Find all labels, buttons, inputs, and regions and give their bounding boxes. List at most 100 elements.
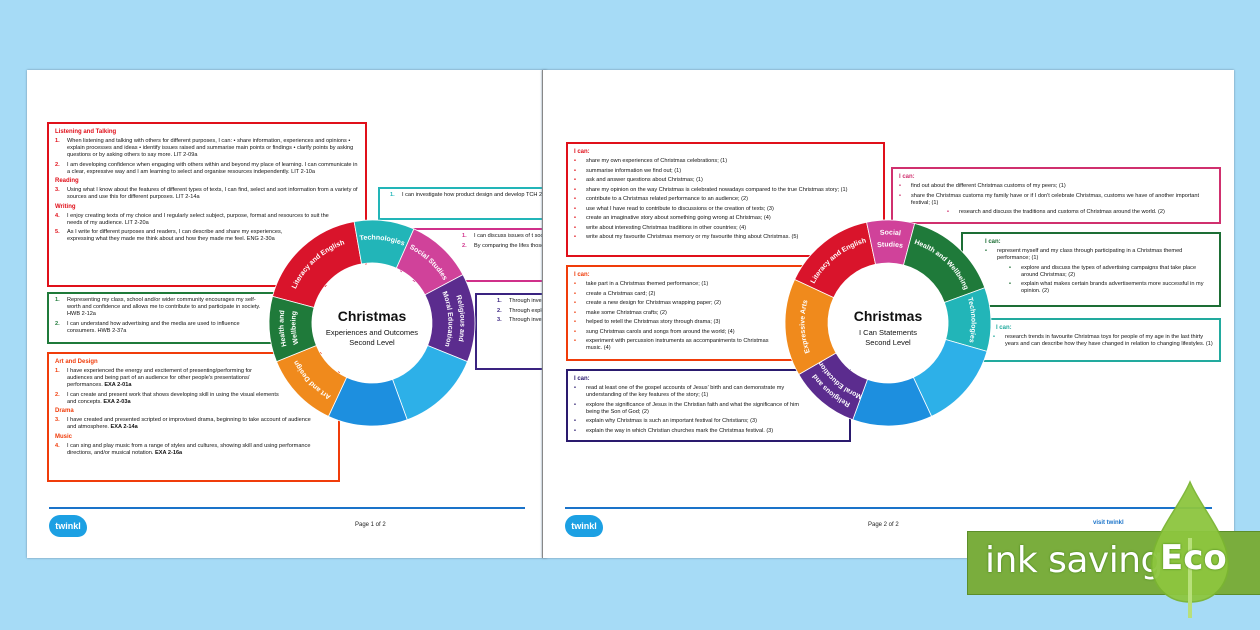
technologies-outcomes-box: 1. I can investigate how product design a…	[378, 187, 547, 220]
list-item: • use what I have read to contribute to d…	[574, 206, 877, 213]
bullet-icon: •	[899, 183, 901, 189]
item-text: When listening and talking with others f…	[67, 138, 354, 158]
bullet-icon: •	[985, 248, 987, 254]
list-item: • share my opinion on the way Christmas i…	[574, 187, 877, 194]
item-text: read at least one of the gospel accounts…	[586, 385, 785, 398]
list-item: 3. Through investiga events and times cel…	[497, 317, 547, 324]
list-item: • summarise information we find out; (1)	[574, 168, 877, 175]
outcome-code: EXA 2-16a	[155, 449, 183, 456]
social-studies-outcomes-box: 1. I can discuss issues of t society. SOC…	[400, 228, 547, 282]
eco-label: Eco	[1160, 538, 1227, 578]
bullet-icon: •	[574, 281, 576, 287]
literacy-outcomes-box: Listening and Talking 1. When listening an…	[47, 122, 367, 287]
list-item: 2. I can create and present work that sho…	[55, 392, 332, 406]
list-item: 1. I can investigate how product design a…	[390, 192, 547, 199]
bullet-icon: •	[574, 385, 576, 391]
item-number: 4.	[55, 442, 60, 449]
bullet-icon: •	[574, 328, 576, 335]
twinkl-logo: twinkl	[49, 515, 87, 537]
bullet-icon: •	[574, 427, 576, 434]
item-text: ask and answer questions about Christmas…	[586, 177, 703, 183]
section-heading: Art and Design	[55, 359, 98, 365]
blank-segment	[392, 344, 469, 421]
outcome-code: EXA 2-03a	[103, 398, 131, 405]
item-text: I can create and present work that shows…	[67, 391, 279, 405]
item-number: 2.	[55, 161, 60, 168]
bullet-icon: •	[993, 334, 995, 340]
item-text: helped to retell the Christmas story thr…	[586, 319, 721, 325]
item-text: make some Christmas crafts; (2)	[586, 309, 667, 316]
item-text: By comparing the lifes those of Scotland…	[474, 242, 547, 249]
item-number: 2.	[55, 320, 60, 327]
bullet-icon: •	[574, 338, 576, 344]
list-item: • explain why Christmas is such an import…	[574, 418, 843, 425]
list-item: 1. I have experienced the energy and exci…	[55, 368, 332, 389]
item-text: I can sing and play music from a range o…	[67, 442, 311, 456]
outcome-code: EXA 2-14a	[110, 424, 138, 430]
list-item: • explore the significance of Jesus in th…	[574, 402, 843, 416]
list-item: 1. Through investiga stories, I can show	[497, 298, 547, 305]
list-item: • contribute to a Christmas related perfo…	[574, 196, 877, 203]
list-item: • represent myself and my class through p…	[985, 248, 1213, 262]
item-number: 1.	[55, 297, 60, 303]
list-item: 3. I have created and presented scripted …	[55, 417, 332, 431]
item-text: write about my favourite Christmas memor…	[586, 234, 799, 240]
footer-divider	[565, 507, 1212, 509]
item-number: 1.	[462, 233, 467, 239]
social-studies-i-can-box: I can: • find out about the different Chri…	[891, 167, 1221, 224]
bullet-icon: •	[574, 319, 576, 325]
literacy-i-can-box: I can: • share my own experiences of Chris…	[566, 142, 885, 257]
item-text: share my opinion on the way Christmas is…	[586, 186, 848, 193]
item-text: I can discuss issues of t society. SOC 2…	[474, 233, 547, 239]
religious-moral-education-segment	[424, 274, 476, 363]
list-item: • explain what makes certain brands adver…	[985, 281, 1213, 295]
list-item: 4. I can sing and play music from a range…	[55, 443, 332, 457]
item-number: 1.	[497, 298, 502, 304]
bullet-icon: •	[1009, 281, 1011, 287]
list-item: • share my own experiences of Christmas c…	[574, 158, 877, 165]
item-text: explore and discuss the types of adverti…	[1021, 264, 1197, 278]
list-item: 2. I can understand how advertising and t…	[55, 321, 289, 335]
wheel-wrap-spacer	[985, 237, 996, 302]
item-text: I enjoy creating texts of my choice and …	[67, 212, 329, 226]
religious-moral-education-label: Religious and	[454, 294, 465, 342]
item-text: I have created and presented scripted or…	[67, 417, 311, 430]
bullet-icon: •	[574, 309, 576, 316]
item-text: create a new design for Christmas wrappi…	[586, 300, 721, 306]
item-number: 3.	[55, 187, 60, 193]
section-heading: I can:	[574, 149, 590, 155]
list-item: • ask and answer questions about Christma…	[574, 177, 877, 184]
item-text: write about interesting Christmas tradit…	[586, 224, 747, 231]
item-text: explain why Christmas is such an importa…	[586, 418, 757, 424]
item-text: create an imaginative story about someth…	[586, 215, 771, 221]
list-item: • experiment with percussion instruments …	[574, 338, 811, 352]
wheel-wrap-spacer	[780, 270, 811, 356]
list-item: 1. Representing my class, school and/or w…	[55, 297, 289, 318]
item-number: 3.	[497, 317, 502, 323]
item-text: share the Christmas customs my family ha…	[911, 192, 1200, 206]
list-item: • sung Christmas carols and songs from ar…	[574, 329, 811, 336]
item-text: Through investiga stories, I can show	[509, 298, 547, 304]
bullet-icon: •	[899, 192, 901, 199]
list-item: • write about my favourite Christmas memo…	[574, 234, 877, 241]
item-text: experiment with percussion instruments a…	[586, 338, 769, 351]
item-text: share my own experiences of Christmas ce…	[586, 158, 728, 164]
list-item: • read at least one of the gospel account…	[574, 385, 843, 399]
list-item: 1. When listening and talking with others…	[55, 138, 359, 159]
bullet-icon: •	[574, 418, 576, 424]
item-text: I am developing confidence when engaging…	[67, 161, 358, 175]
list-item: 4. I enjoy creating texts of my choice an…	[55, 213, 359, 227]
outcome-code: EXA 2-01a	[104, 382, 132, 388]
document-page-2: I can: • share my own experiences of Chris…	[542, 70, 1234, 558]
bullet-icon: •	[574, 401, 576, 408]
list-item: • create an imaginative story about somet…	[574, 215, 877, 222]
list-item: • helped to retell the Christmas story th…	[574, 319, 811, 326]
item-text: As I write for different purposes and re…	[67, 229, 283, 242]
visit-twinkl-link[interactable]: visit twinkl	[1093, 520, 1124, 526]
section-heading: I can:	[574, 272, 590, 278]
section-heading: I can:	[899, 174, 915, 180]
item-text: I have experienced the energy and excite…	[67, 368, 253, 388]
rme-i-can-box: I can: • read at least one of the gospel a…	[566, 369, 851, 442]
footer-divider	[49, 507, 525, 509]
bullet-icon: •	[574, 224, 576, 231]
